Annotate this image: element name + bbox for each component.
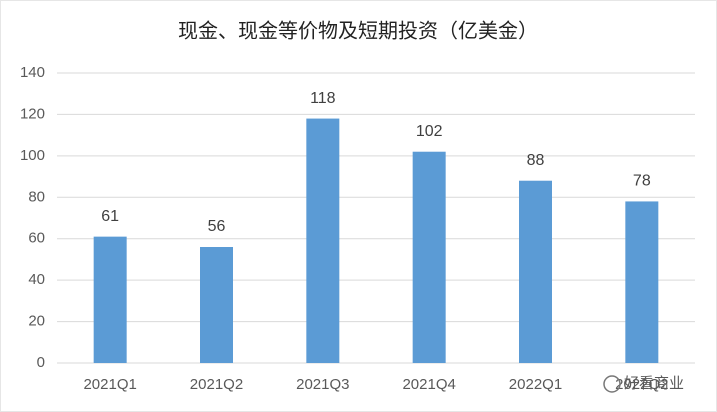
x-tick-label: 2022Q1 — [509, 376, 562, 393]
x-tick-label: 2021Q4 — [402, 376, 455, 393]
x-tick-label: 2021Q2 — [190, 376, 243, 393]
value-label: 88 — [527, 152, 545, 169]
value-label: 118 — [310, 90, 336, 107]
y-tick-label: 20 — [28, 313, 45, 330]
bar — [306, 118, 340, 363]
value-label: 102 — [416, 123, 443, 140]
y-tick-label: 100 — [20, 147, 45, 164]
y-tick-label: 140 — [20, 64, 45, 81]
value-label: 61 — [101, 208, 119, 225]
y-tick-label: 0 — [37, 354, 45, 371]
y-tick-label: 40 — [28, 271, 45, 288]
y-tick-label: 80 — [28, 188, 45, 205]
x-tick-label: 2021Q3 — [296, 376, 349, 393]
y-tick-label: 120 — [20, 105, 45, 122]
bar — [625, 201, 659, 363]
watermark: 好看商业 — [624, 375, 684, 392]
x-tick-label: 2022Q2 — [615, 376, 668, 393]
bar — [519, 180, 552, 363]
chart-title: 现金、现金等价物及短期投资（亿美金） — [178, 19, 538, 42]
bar — [200, 247, 233, 363]
watermark-icon — [603, 375, 621, 393]
value-label: 56 — [208, 218, 226, 235]
bar — [412, 151, 446, 363]
value-label: 78 — [633, 173, 651, 190]
y-tick-label: 60 — [28, 230, 45, 247]
x-tick-label: 2021Q1 — [83, 376, 136, 393]
bar — [93, 236, 127, 363]
